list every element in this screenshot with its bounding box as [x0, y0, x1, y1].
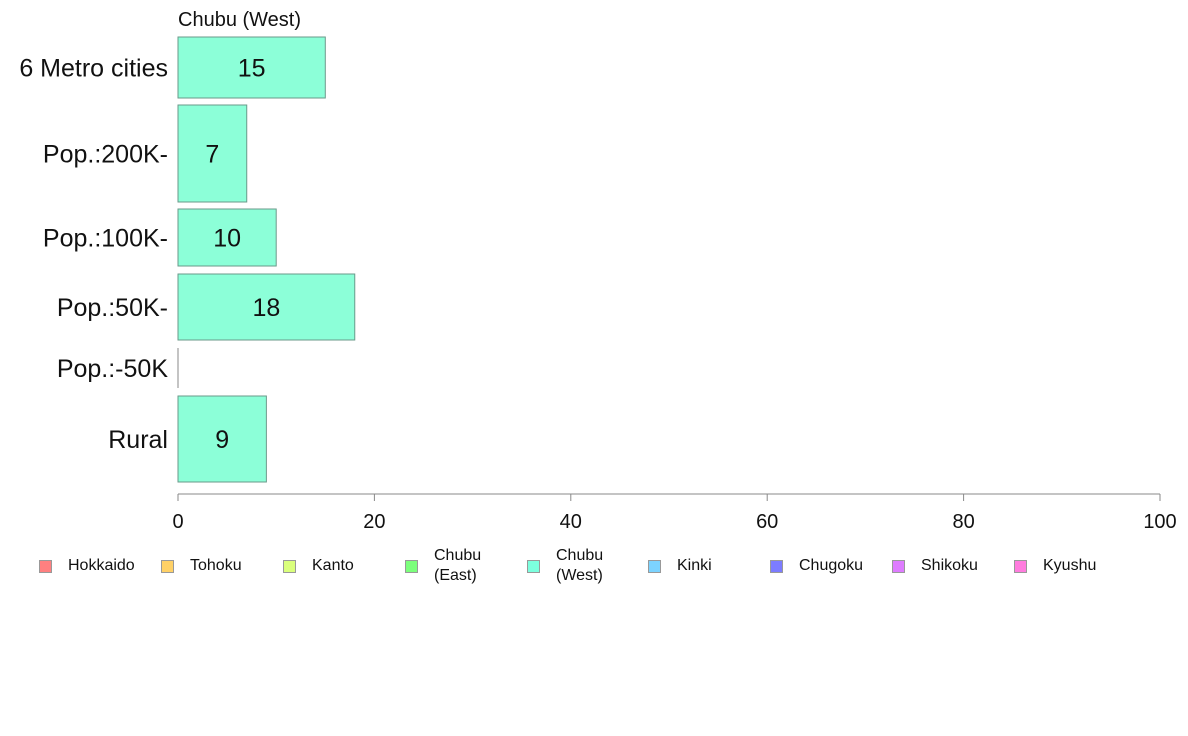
legend-label: Kanto: [312, 557, 354, 574]
legend-label: Chubu (West): [556, 547, 604, 584]
legend-item-chugoku: Chugoku: [770, 540, 863, 592]
bar-value-label: 18: [252, 294, 280, 322]
legend-item-kinki: Kinki: [648, 540, 712, 592]
bar: [177, 36, 326, 99]
y-tick-label: Pop.:200K-: [43, 141, 168, 169]
legend-item-chubu-east: Chubu (East): [405, 540, 481, 592]
bar-value-label: 15: [238, 55, 266, 83]
x-tick-label: 100: [1143, 511, 1176, 533]
legend-swatch: [405, 559, 418, 573]
bar: [177, 208, 277, 267]
chart-title: Chubu (West): [178, 9, 301, 31]
legend-label: Kinki: [677, 557, 712, 574]
bar: [177, 273, 356, 341]
legend-item-tohoku: Tohoku: [161, 540, 242, 592]
y-tick-label: Pop.:50K-: [57, 294, 168, 322]
legend-label: Kyushu: [1043, 557, 1097, 574]
legend-swatch: [527, 559, 540, 573]
legend-swatch: [161, 559, 174, 573]
legend-item-kyushu: Kyushu: [1014, 540, 1096, 592]
legend: Hokkaido Tohoku Kanto Chubu (East) Chubu…: [0, 540, 1188, 600]
legend-label: Chubu (East): [434, 547, 482, 584]
x-tick-label: 60: [756, 511, 778, 533]
legend-label: Tohoku: [190, 557, 242, 574]
y-tick-label: 6 Metro cities: [19, 55, 168, 83]
bar-chart: Chubu (West) 15 7 10 18 9 6 Metro cities Pop.…: [19, 9, 1176, 533]
legend-item-shikoku: Shikoku: [892, 540, 978, 592]
legend-swatch: [1014, 559, 1027, 573]
legend-swatch: [283, 559, 296, 573]
bar-value-label: 10: [213, 225, 241, 253]
legend-label: Hokkaido: [68, 557, 135, 574]
bar: [177, 104, 248, 203]
legend-swatch: [770, 559, 783, 573]
legend-item-chubu-west: Chubu (West): [527, 540, 603, 592]
legend-label: Chugoku: [799, 557, 864, 574]
x-tick-label: 20: [363, 511, 385, 533]
y-tick-label: Rural: [108, 426, 168, 454]
y-tick-label: Pop.:100K-: [43, 225, 168, 253]
x-tick-label: 40: [560, 511, 582, 533]
legend-item-hokkaido: Hokkaido: [39, 540, 135, 592]
bar-value-label: 9: [215, 426, 229, 454]
legend-swatch: [39, 559, 52, 573]
x-tick-label: 0: [172, 511, 183, 533]
y-tick-label: Pop.:-50K: [57, 355, 169, 383]
bar-value-label: 7: [205, 141, 219, 169]
legend-item-kanto: Kanto: [283, 540, 354, 592]
legend-label: Shikoku: [921, 557, 978, 574]
legend-swatch: [892, 559, 905, 573]
legend-swatch: [648, 559, 661, 573]
x-tick-label: 80: [952, 511, 974, 533]
bar: [177, 395, 267, 483]
